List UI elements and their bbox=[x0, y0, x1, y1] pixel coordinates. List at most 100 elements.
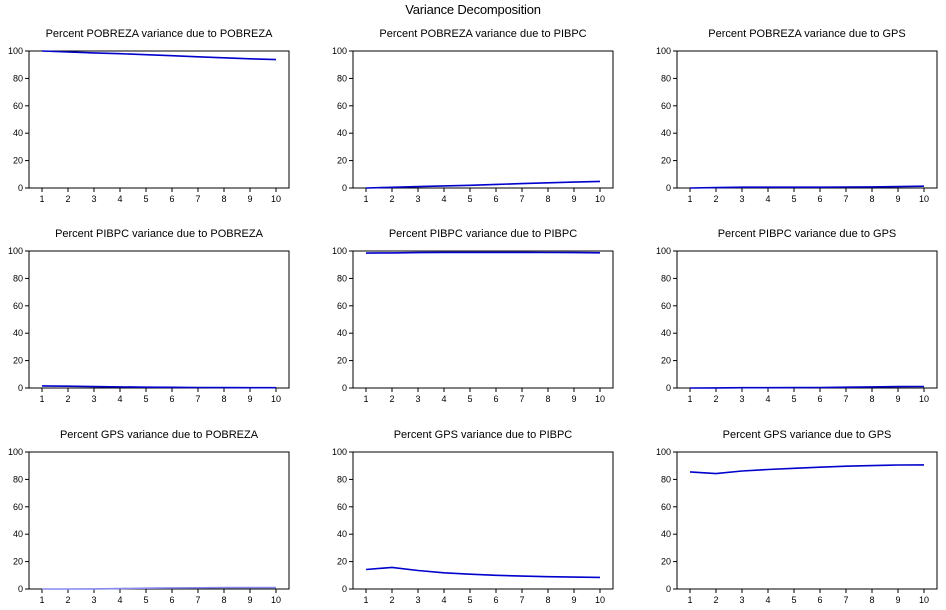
x-tick-label: 7 bbox=[195, 595, 200, 605]
panel-title: Percent POBREZA variance due to POBREZA bbox=[46, 28, 273, 40]
panel-title: Percent PIBPC variance due to POBREZA bbox=[55, 228, 264, 240]
x-tick-label: 3 bbox=[415, 394, 420, 404]
y-tick-label: 40 bbox=[13, 128, 23, 138]
y-tick-label: 80 bbox=[337, 73, 347, 83]
x-tick-label: 5 bbox=[467, 194, 472, 204]
y-tick-label: 40 bbox=[661, 529, 671, 539]
x-tick-label: 7 bbox=[519, 595, 524, 605]
x-tick-label: 2 bbox=[713, 394, 718, 404]
x-tick-label: 4 bbox=[765, 194, 770, 204]
y-tick-label: 0 bbox=[342, 183, 347, 193]
x-tick-label: 1 bbox=[363, 394, 368, 404]
x-tick-label: 6 bbox=[169, 595, 174, 605]
y-tick-label: 80 bbox=[13, 73, 23, 83]
y-tick-label: 100 bbox=[656, 246, 671, 256]
chart-panel-3: Percent POBREZA variance due to GPS 0 20 40… bbox=[656, 28, 938, 204]
x-tick-label: 2 bbox=[65, 595, 70, 605]
x-tick-label: 6 bbox=[817, 194, 822, 204]
x-tick-label: 7 bbox=[195, 394, 200, 404]
x-tick-label: 7 bbox=[519, 194, 524, 204]
y-tick-label: 60 bbox=[661, 301, 671, 311]
plot-frame bbox=[676, 50, 938, 189]
x-tick-label: 10 bbox=[595, 394, 605, 404]
plot-frame bbox=[676, 451, 938, 590]
panel-title: Percent PIBPC variance due to PIBPC bbox=[389, 228, 577, 240]
x-tick-label: 3 bbox=[739, 194, 744, 204]
x-tick-label: 2 bbox=[713, 595, 718, 605]
x-tick-label: 4 bbox=[441, 595, 446, 605]
x-tick-label: 8 bbox=[221, 595, 226, 605]
y-tick-label: 100 bbox=[8, 246, 23, 256]
chart-panel-7: Percent GPS variance due to POBREZA 0 20 40… bbox=[8, 429, 290, 605]
x-tick-label: 9 bbox=[895, 595, 900, 605]
x-tick-label: 9 bbox=[895, 394, 900, 404]
x-tick-label: 5 bbox=[467, 595, 472, 605]
x-tick-label: 6 bbox=[169, 394, 174, 404]
y-tick-label: 40 bbox=[13, 529, 23, 539]
x-tick-label: 6 bbox=[169, 194, 174, 204]
y-tick-label: 0 bbox=[666, 383, 671, 393]
y-tick-label: 100 bbox=[332, 246, 347, 256]
x-tick-label: 4 bbox=[117, 394, 122, 404]
x-tick-label: 8 bbox=[869, 394, 874, 404]
y-tick-label: 0 bbox=[342, 584, 347, 594]
y-tick-label: 80 bbox=[337, 273, 347, 283]
chart-panel-4: Percent PIBPC variance due to POBREZA 0 20… bbox=[8, 228, 290, 404]
x-tick-label: 10 bbox=[595, 595, 605, 605]
chart-panel-8: Percent GPS variance due to PIBPC 0 20 40 60… bbox=[332, 429, 614, 605]
y-tick-label: 100 bbox=[332, 447, 347, 457]
x-tick-label: 7 bbox=[843, 194, 848, 204]
x-tick-label: 5 bbox=[143, 194, 148, 204]
x-tick-label: 3 bbox=[739, 595, 744, 605]
x-tick-label: 4 bbox=[765, 595, 770, 605]
y-tick-label: 40 bbox=[13, 328, 23, 338]
series-line-1 bbox=[365, 251, 601, 254]
x-tick-label: 10 bbox=[271, 394, 281, 404]
x-tick-label: 10 bbox=[595, 194, 605, 204]
panel-title: Percent PIBPC variance due to GPS bbox=[718, 228, 897, 240]
y-tick-label: 0 bbox=[342, 383, 347, 393]
y-tick-label: 80 bbox=[337, 474, 347, 484]
series-line-1 bbox=[689, 464, 925, 475]
x-tick-label: 2 bbox=[389, 394, 394, 404]
y-tick-label: 60 bbox=[13, 301, 23, 311]
x-tick-label: 10 bbox=[271, 595, 281, 605]
y-tick-label: 60 bbox=[337, 301, 347, 311]
x-tick-label: 6 bbox=[817, 595, 822, 605]
x-tick-label: 10 bbox=[919, 595, 929, 605]
x-tick-label: 1 bbox=[687, 595, 692, 605]
y-tick-label: 0 bbox=[18, 183, 23, 193]
y-tick-label: 0 bbox=[18, 584, 23, 594]
x-tick-label: 7 bbox=[843, 595, 848, 605]
x-tick-label: 8 bbox=[545, 595, 550, 605]
x-tick-label: 9 bbox=[571, 194, 576, 204]
y-tick-label: 40 bbox=[337, 328, 347, 338]
y-tick-label: 20 bbox=[661, 156, 671, 166]
y-tick-label: 80 bbox=[13, 474, 23, 484]
plot-frame bbox=[352, 250, 614, 389]
x-tick-label: 1 bbox=[39, 194, 44, 204]
x-tick-label: 1 bbox=[687, 194, 692, 204]
panel-title: Percent POBREZA variance due to PIBPC bbox=[379, 28, 586, 40]
plot-frame bbox=[28, 451, 290, 590]
y-tick-label: 40 bbox=[661, 128, 671, 138]
y-tick-label: 80 bbox=[661, 273, 671, 283]
x-tick-label: 8 bbox=[869, 595, 874, 605]
x-tick-label: 9 bbox=[895, 194, 900, 204]
x-tick-label: 1 bbox=[39, 394, 44, 404]
x-tick-label: 9 bbox=[571, 595, 576, 605]
panel-title: Percent GPS variance due to GPS bbox=[723, 429, 892, 441]
chart-panel-5: Percent PIBPC variance due to PIBPC 0 20 40… bbox=[332, 228, 614, 404]
chart-panel-2: Percent POBREZA variance due to PIBPC 0 20… bbox=[332, 28, 614, 204]
y-tick-label: 60 bbox=[13, 502, 23, 512]
x-tick-label: 6 bbox=[493, 394, 498, 404]
x-tick-label: 9 bbox=[247, 394, 252, 404]
x-tick-label: 6 bbox=[817, 394, 822, 404]
x-tick-label: 9 bbox=[247, 194, 252, 204]
plot-frame bbox=[352, 50, 614, 189]
y-tick-label: 20 bbox=[337, 156, 347, 166]
x-tick-label: 3 bbox=[415, 194, 420, 204]
plot-frame bbox=[28, 250, 290, 389]
